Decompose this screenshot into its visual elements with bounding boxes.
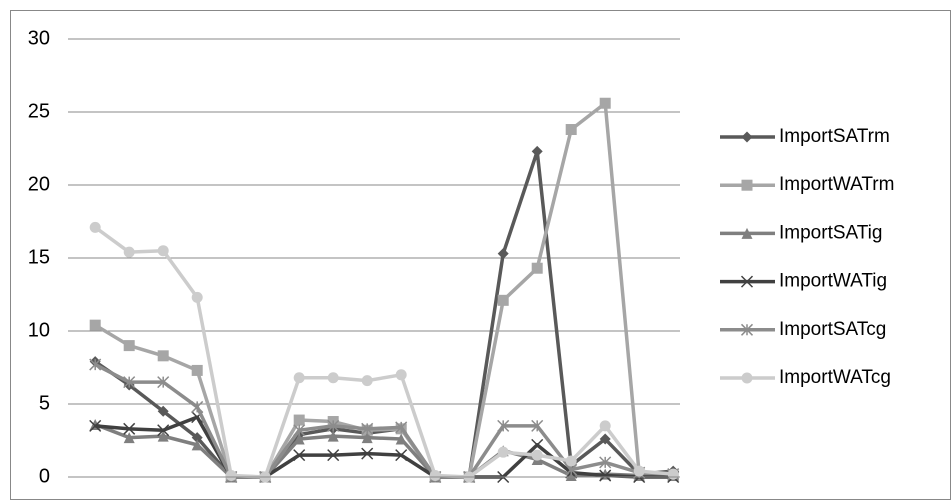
series-line [95, 415, 674, 479]
point-marker [157, 430, 169, 442]
legend-marker [740, 275, 754, 288]
legend-marker [740, 323, 754, 336]
y-tick-label: 30 [28, 27, 50, 49]
point-marker [89, 419, 102, 432]
point-marker [395, 369, 407, 381]
point-marker [89, 319, 101, 331]
y-tick-label: 15 [28, 246, 50, 268]
point-marker [667, 468, 679, 480]
legend-label: ImportSATrm [779, 126, 890, 147]
y-tick-label: 20 [28, 173, 50, 195]
legend-marker [741, 131, 753, 143]
point-marker [225, 470, 237, 482]
point-marker [293, 372, 305, 384]
point-marker [497, 446, 509, 458]
point-marker [191, 439, 203, 451]
point-marker [157, 424, 170, 437]
legend-label: ImportWATcg [779, 367, 891, 388]
series-line [94, 363, 674, 479]
point-marker [293, 449, 306, 462]
point-marker [565, 455, 577, 467]
point-marker [293, 433, 305, 445]
point-marker [123, 340, 135, 352]
legend-marker [741, 372, 753, 384]
point-marker [633, 465, 645, 477]
point-marker [497, 294, 509, 306]
point-marker [395, 421, 408, 434]
legend-label: ImportWATrm [779, 174, 894, 195]
point-marker [123, 432, 135, 444]
point-marker [599, 433, 611, 445]
point-marker [327, 372, 339, 384]
point-marker [191, 364, 203, 376]
point-marker [157, 350, 169, 362]
point-marker [191, 291, 203, 303]
point-marker [565, 470, 577, 482]
point-marker [395, 449, 408, 462]
point-marker [327, 430, 339, 442]
point-marker [361, 422, 374, 435]
point-marker [497, 419, 510, 432]
point-marker [497, 248, 509, 260]
point-marker [531, 145, 543, 157]
y-tick-label: 25 [28, 100, 50, 122]
point-marker [327, 449, 340, 462]
legend-marker [741, 227, 753, 239]
point-marker [599, 456, 612, 469]
point-marker [531, 419, 544, 432]
point-marker [565, 124, 577, 136]
point-marker [361, 447, 374, 460]
legend-marker [741, 179, 753, 191]
point-marker [191, 432, 203, 444]
legend-label: ImportSATcg [779, 319, 886, 340]
point-marker [531, 438, 544, 451]
y-tick-label: 5 [39, 392, 50, 414]
point-marker [429, 470, 441, 482]
legend: ImportSATrm ImportWATrm ImportSATig ImportW… [720, 126, 894, 388]
point-marker [123, 422, 136, 435]
point-marker [599, 469, 612, 482]
point-marker [361, 432, 373, 444]
series-line [94, 225, 674, 479]
point-marker [327, 419, 340, 432]
point-marker [531, 449, 543, 461]
point-marker [361, 375, 373, 387]
point-marker [293, 424, 306, 437]
series-line [94, 422, 674, 479]
point-marker [531, 262, 543, 274]
point-marker [191, 400, 204, 413]
point-marker [123, 376, 136, 389]
point-marker [89, 358, 102, 371]
point-marker [157, 245, 169, 257]
point-marker [157, 405, 169, 417]
legend-label: ImportSATig [779, 222, 882, 243]
point-marker [157, 376, 170, 389]
y-tick-label: 10 [28, 319, 50, 341]
legend-label: ImportWATig [779, 271, 887, 292]
point-marker [89, 221, 101, 233]
point-marker [599, 97, 611, 109]
point-marker [293, 414, 305, 426]
point-marker [395, 433, 407, 445]
point-marker [599, 420, 611, 432]
y-tick-label: 0 [39, 465, 50, 487]
point-marker [123, 246, 135, 258]
